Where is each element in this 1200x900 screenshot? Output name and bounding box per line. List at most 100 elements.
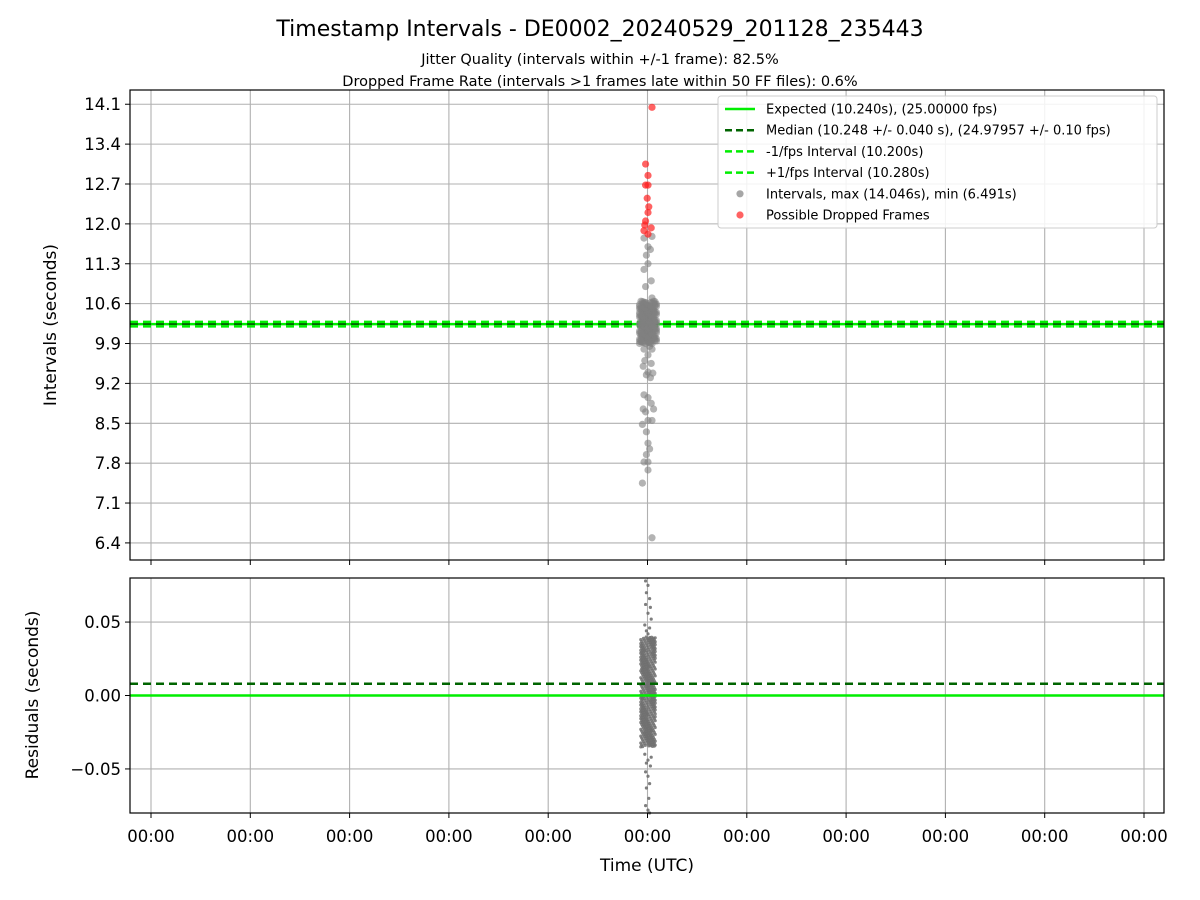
intervals-y-tick-label: 8.5: [95, 414, 121, 433]
intervals-y-tick-label: 11.3: [84, 255, 121, 274]
intervals-y-tick-label: 9.9: [95, 335, 121, 354]
residual-point: [639, 716, 643, 721]
residual-point: [643, 752, 647, 756]
residual-point: [644, 761, 649, 765]
residual-point: [639, 703, 643, 707]
dropped-frame-point: [647, 224, 655, 232]
legend-label: Median (10.248 +/- 0.040 s), (24.97957 +…: [766, 124, 1111, 139]
residual-point: [644, 635, 648, 639]
residual-point: [644, 683, 648, 687]
chart-subtitle-dropped: Dropped Frame Rate (intervals >1 frames …: [342, 74, 857, 90]
interval-point: [637, 327, 645, 336]
residual-point: [648, 596, 652, 601]
legend-box: [717, 95, 1158, 229]
residual-point: [646, 611, 650, 615]
residual-point: [644, 786, 649, 790]
dropped-frame-point: [642, 160, 650, 168]
residual-point: [646, 583, 650, 587]
residuals-y-ticks: −0.05 0.00 0.05: [70, 613, 130, 779]
interval-point: [644, 466, 652, 474]
residual-point: [639, 727, 643, 731]
dropped-frame-point: [644, 171, 652, 180]
interval-point: [644, 351, 652, 359]
residual-point: [646, 758, 650, 762]
interval-point: [648, 416, 656, 425]
residual-point: [639, 658, 643, 662]
intervals-y-tick-label: 14.1: [84, 95, 121, 114]
residual-point: [639, 651, 643, 655]
residual-point: [644, 579, 648, 583]
chart-title: Timestamp Intervals - DE0002_20240529_20…: [275, 17, 923, 42]
residual-point: [639, 696, 643, 700]
interval-point: [642, 408, 650, 416]
residuals-y-tick-label: −0.05: [70, 760, 121, 779]
intervals-y-tick-label: 10.6: [84, 295, 121, 314]
residual-point: [648, 782, 652, 786]
interval-point: [642, 451, 651, 459]
interval-point: [640, 304, 648, 312]
residuals-y-axis-label: Residuals (seconds): [23, 611, 43, 780]
interval-point: [639, 362, 647, 370]
residual-point: [649, 755, 653, 759]
residual-point: [647, 636, 651, 641]
x-tick-label: 00:00: [624, 827, 672, 846]
residual-point: [639, 638, 643, 642]
residual-point: [639, 644, 643, 649]
residual-point: [644, 591, 649, 595]
intervals-x-ticks: [150, 560, 1145, 565]
residual-point: [648, 626, 652, 630]
dropped-frame-point: [645, 203, 653, 211]
interval-point: [644, 260, 652, 268]
legend-dot-swatch: [736, 190, 744, 198]
intervals-y-axis-label: Intervals (seconds): [41, 244, 61, 406]
interval-point: [638, 420, 647, 429]
residual-point: [646, 808, 650, 812]
legend-label: +1/fps Interval (10.280s): [766, 166, 930, 181]
residual-point: [648, 605, 653, 609]
interval-point: [638, 320, 647, 328]
residual-point: [653, 715, 657, 719]
residuals-y-tick-label: 0.05: [84, 613, 121, 632]
residual-point: [639, 734, 643, 738]
intervals-y-tick-label: 12.7: [84, 175, 121, 194]
residual-point: [650, 651, 655, 655]
interval-point: [642, 428, 651, 436]
intervals-points: [636, 103, 661, 542]
interval-point: [647, 399, 655, 407]
residual-point: [644, 602, 648, 607]
interval-point: [650, 405, 658, 413]
interval-point: [644, 458, 652, 466]
interval-point: [638, 479, 647, 487]
interval-point: [648, 329, 656, 337]
dropped-frame-point: [643, 194, 651, 202]
x-tick-label: 00:00: [227, 827, 275, 846]
x-tick-label: 00:00: [1120, 827, 1168, 846]
residuals-points: [639, 579, 657, 815]
interval-point: [640, 265, 648, 274]
interval-point: [636, 309, 644, 317]
dropped-frame-point: [644, 208, 652, 217]
residual-point: [650, 635, 654, 639]
intervals-y-ticks: 6.4 7.1 7.8 8.5 9.2 9.9 10.6 11.3 12.0 12.7 13.4 14…: [84, 95, 130, 553]
residual-point: [639, 689, 643, 693]
interval-point: [652, 324, 661, 333]
residual-point: [649, 699, 653, 703]
interval-point: [644, 334, 652, 342]
x-axis-label: Time (UTC): [599, 856, 694, 876]
x-tick-label: 00:00: [326, 827, 374, 846]
residual-point: [639, 710, 643, 714]
interval-point: [648, 534, 656, 542]
residual-point: [646, 632, 650, 636]
dropped-frame-point: [644, 230, 652, 238]
residual-point: [649, 617, 653, 621]
interval-point: [642, 282, 650, 291]
interval-point: [644, 439, 652, 447]
interval-point: [642, 251, 651, 259]
interval-point: [647, 277, 655, 285]
legend-label: Possible Dropped Frames: [766, 209, 930, 224]
residual-point: [642, 731, 647, 735]
interval-point: [646, 245, 655, 254]
intervals-y-tick-label: 7.1: [95, 494, 121, 513]
